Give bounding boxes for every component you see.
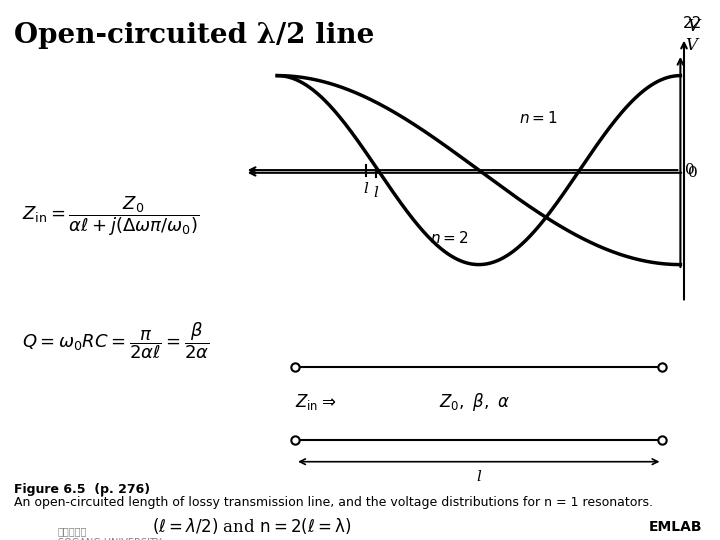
Text: $Z_{\rm in} \Rightarrow$: $Z_{\rm in} \Rightarrow$ xyxy=(295,392,336,413)
Text: Open-circuited λ/2 line: Open-circuited λ/2 line xyxy=(14,22,375,49)
Text: $(\ell = \lambda / 2)$ and $\rm n = 2(\ell = \lambda)$: $(\ell = \lambda / 2)$ and $\rm n = 2(\e… xyxy=(152,516,352,536)
Text: l: l xyxy=(477,470,481,484)
Text: 0: 0 xyxy=(685,163,696,177)
Text: $n = 2$: $n = 2$ xyxy=(431,230,469,246)
Text: 22: 22 xyxy=(683,16,702,31)
Text: l: l xyxy=(364,182,369,196)
Text: 0: 0 xyxy=(688,166,698,180)
Text: $Q = \omega_0 RC = \dfrac{\pi}{2\alpha\ell} = \dfrac{\beta}{2\alpha}$: $Q = \omega_0 RC = \dfrac{\pi}{2\alpha\e… xyxy=(22,320,209,361)
Text: 서강대학교
SOGANG UNIVERSITY: 서강대학교 SOGANG UNIVERSITY xyxy=(58,526,161,540)
Text: V: V xyxy=(688,18,700,35)
Text: V: V xyxy=(685,37,698,55)
Text: Figure 6.5  (p. 276): Figure 6.5 (p. 276) xyxy=(14,483,150,496)
Text: EMLAB: EMLAB xyxy=(649,519,702,534)
Text: $Z_0,\ \beta,\ \alpha$: $Z_0,\ \beta,\ \alpha$ xyxy=(439,392,510,413)
Text: l: l xyxy=(374,186,379,200)
Text: An open-circuited length of lossy transmission line, and the voltage distributio: An open-circuited length of lossy transm… xyxy=(14,496,654,509)
Text: $n = 1$: $n = 1$ xyxy=(519,110,558,126)
Text: $Z_{\rm in} = \dfrac{Z_0}{\alpha\ell + j(\Delta\omega\pi/\omega_0)}$: $Z_{\rm in} = \dfrac{Z_0}{\alpha\ell + j… xyxy=(22,194,199,238)
